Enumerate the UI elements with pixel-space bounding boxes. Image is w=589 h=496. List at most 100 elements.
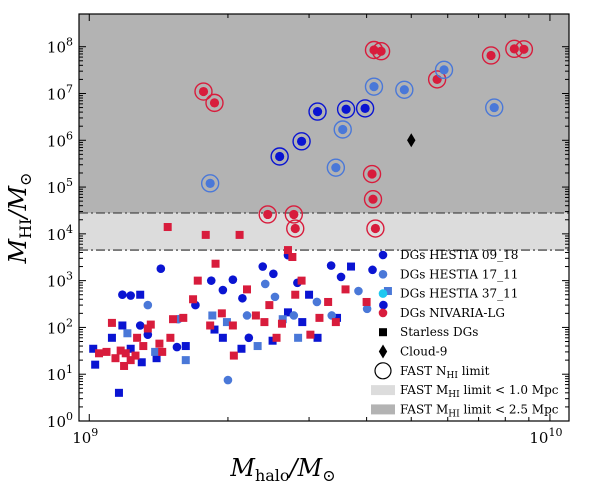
dgs-nivaria-lg-point bbox=[272, 333, 281, 342]
y-tick-base: 10 bbox=[47, 366, 66, 384]
ring-center-dot bbox=[205, 178, 215, 188]
dgs-nivaria-lg-point bbox=[193, 276, 202, 285]
fast-n-hi-limit-point bbox=[336, 100, 356, 119]
ring-center-dot bbox=[289, 209, 299, 220]
ring-outline bbox=[286, 219, 305, 238]
fast-n-hi-limit-point bbox=[308, 102, 327, 121]
legend-label-text: DGs HESTIA 09_18 bbox=[400, 248, 518, 262]
legend-label: DGs NIVARIA-LG bbox=[400, 306, 505, 320]
x-tick-base: 10 bbox=[72, 429, 91, 447]
legend-label-text: Cloud-9 bbox=[400, 345, 447, 359]
fast-n-hi-limit-point bbox=[481, 46, 501, 65]
dgs-nivaria-lg-point bbox=[111, 354, 120, 363]
ring-outline bbox=[481, 46, 501, 65]
y-tick-exp: 0 bbox=[66, 410, 73, 423]
dgs-hestia-09-18-point bbox=[91, 360, 100, 369]
y-tick-label: 105 bbox=[47, 176, 73, 197]
dgs-hestia-09-18-point bbox=[206, 276, 216, 285]
ring-center-dot bbox=[198, 86, 209, 97]
ring-outline bbox=[258, 205, 277, 224]
cloud-9-point bbox=[407, 133, 416, 148]
ring-center-dot bbox=[432, 74, 442, 85]
fast-n-hi-limit-point bbox=[355, 99, 375, 118]
legend-label-suffix: limit < 1.0 Mpc bbox=[460, 383, 559, 397]
y-tick-exp: 4 bbox=[66, 223, 73, 236]
fast-n-hi-limit-point bbox=[326, 158, 346, 177]
dgs-hestia-09-18-point bbox=[218, 285, 228, 295]
legend-label-text: FAST N bbox=[400, 364, 447, 378]
ring-outline bbox=[194, 82, 213, 101]
dgs-nivaria-lg-point bbox=[139, 342, 148, 351]
ring-center-dot bbox=[368, 194, 378, 204]
y-tick-base: 10 bbox=[47, 85, 66, 103]
dgs-hestia-09-18-point bbox=[181, 342, 190, 351]
ring-outline bbox=[284, 205, 304, 224]
ring-center-dot bbox=[489, 102, 499, 113]
y-tick-base: 10 bbox=[47, 413, 66, 431]
ring-outline bbox=[366, 219, 385, 238]
dgs-nivaria-lg-point bbox=[229, 351, 238, 360]
legend-patch bbox=[371, 385, 395, 396]
y-tick-base: 10 bbox=[47, 226, 66, 244]
dgs-hestia-17-11-point bbox=[278, 315, 287, 324]
dgs-nivaria-lg-point bbox=[163, 223, 172, 232]
fast-n-hi-limit-point bbox=[366, 219, 385, 238]
ring-outline bbox=[371, 42, 391, 61]
ring-center-dot bbox=[369, 82, 379, 92]
dgs-hestia-09-18-point bbox=[347, 262, 356, 271]
dgs-nivaria-lg-point bbox=[166, 333, 175, 342]
y-axis-label-sun: ⊙ bbox=[16, 173, 35, 186]
ring-center-dot bbox=[367, 169, 377, 179]
ring-center-dot bbox=[263, 209, 273, 220]
legend-marker bbox=[378, 270, 388, 279]
ring-outline bbox=[333, 120, 352, 139]
x-axis-label: Mhalo/M⊙ bbox=[229, 454, 335, 485]
legend-marker bbox=[379, 328, 387, 337]
y-tick-label: 107 bbox=[47, 82, 73, 103]
legend-label: DGs HESTIA 17_11 bbox=[400, 267, 518, 281]
y-tick-exp: 2 bbox=[66, 316, 73, 329]
legend-label-text: DGs HESTIA 17_11 bbox=[400, 267, 518, 281]
dgs-hestia-17-11-point bbox=[223, 375, 233, 385]
dgs-nivaria-lg-point bbox=[189, 295, 198, 304]
x-tick-label: 109 bbox=[72, 426, 98, 447]
dgs-hestia-17-11-point bbox=[151, 347, 160, 356]
dgs-nivaria-lg-point bbox=[228, 321, 237, 330]
ring-center-dot bbox=[341, 104, 351, 114]
dgs-hestia-09-18-point bbox=[126, 344, 135, 353]
dgs-nivaria-lg-point bbox=[107, 318, 116, 327]
dgs-nivaria-lg-point bbox=[277, 319, 286, 328]
fast-n-hi-limit-point bbox=[362, 164, 382, 184]
dgs-nivaria-lg-point bbox=[235, 230, 244, 239]
legend-label-sub: HI bbox=[448, 390, 460, 400]
dgs-nivaria-lg-point bbox=[206, 321, 215, 330]
dgs-hestia-09-18-point bbox=[135, 321, 145, 330]
fast-n-hi-limit-point bbox=[363, 190, 383, 209]
dgs-nivaria-lg-point bbox=[155, 339, 164, 348]
dgs-hestia-17-11-point bbox=[327, 311, 337, 320]
dgs-nivaria-lg-point bbox=[283, 246, 292, 255]
ring-center-dot bbox=[296, 136, 307, 146]
legend-label-text: FAST M bbox=[400, 402, 448, 416]
ring-outline bbox=[363, 190, 383, 209]
dgs-nivaria-lg-point bbox=[146, 320, 155, 329]
legend-label: DGs HESTIA 09_18 bbox=[400, 248, 518, 262]
dgs-hestia-09-18-point bbox=[326, 261, 336, 270]
ring-outline bbox=[292, 132, 311, 151]
dgs-hestia-09-18-point bbox=[210, 325, 219, 334]
legend-label-text: DGs HESTIA 37_11 bbox=[400, 287, 518, 301]
y-tick-label: 104 bbox=[47, 223, 73, 244]
x-axis-label-rest: /M bbox=[288, 454, 324, 482]
dgs-hestia-09-18-point bbox=[228, 275, 238, 284]
x-axis-label-sub: halo bbox=[255, 466, 290, 485]
ring-outline bbox=[326, 158, 346, 177]
dgs-nivaria-lg-point bbox=[120, 361, 129, 370]
dgs-nivaria-lg-point bbox=[133, 333, 142, 342]
ring-outline bbox=[427, 70, 447, 89]
dgs-hestia-09-18-point bbox=[238, 293, 247, 303]
dgs-hestia-09-18-point bbox=[107, 333, 116, 342]
y-axis-label-main: M bbox=[4, 237, 32, 264]
legend-label-text: Starless DGs bbox=[400, 325, 478, 339]
ring-center-dot bbox=[486, 50, 496, 61]
